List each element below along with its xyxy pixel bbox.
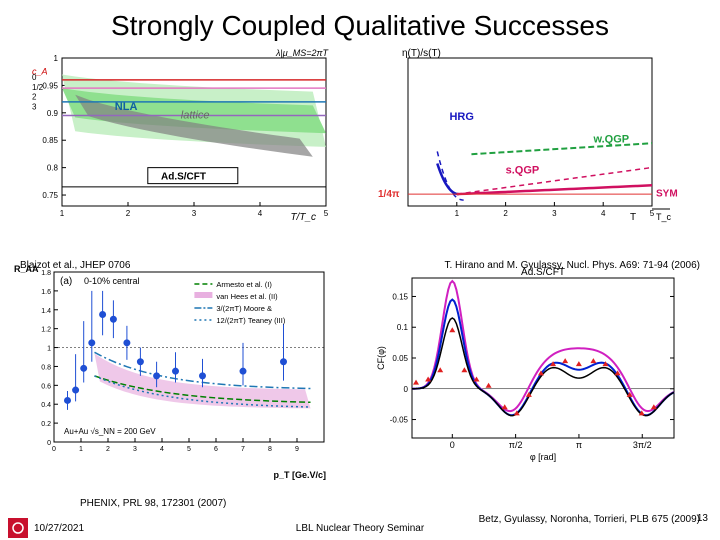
svg-text:SYM: SYM [656, 188, 678, 199]
svg-text:5: 5 [650, 209, 655, 218]
svg-text:Armesto et al. (I): Armesto et al. (I) [216, 280, 272, 289]
svg-text:HRG: HRG [449, 111, 473, 123]
svg-text:0.75: 0.75 [42, 191, 58, 200]
footer-page: 13 [697, 513, 708, 524]
svg-text:0.2: 0.2 [41, 421, 51, 428]
svg-text:η(T)/s(T): η(T)/s(T) [402, 48, 441, 59]
svg-text:9: 9 [295, 446, 299, 453]
plot-hirano: 1 2 3 4 5 T T_c η(T)/s(T) 1/4π HRG s.QGP w.QGP SYM [374, 46, 694, 226]
svg-text:T_c: T_c [656, 212, 672, 222]
svg-text:8: 8 [268, 446, 272, 453]
svg-text:5: 5 [187, 446, 191, 453]
svg-text:3/(2πT) Moore &: 3/(2πT) Moore & [216, 304, 272, 313]
svg-text:4: 4 [601, 209, 606, 218]
svg-text:1.4: 1.4 [41, 308, 51, 315]
svg-text:T/T_c: T/T_c [290, 212, 316, 223]
svg-text:1: 1 [47, 346, 51, 353]
panel-bottom-left: R_AA 00.20.40.60.811.21.41.61.8012345678… [16, 260, 356, 490]
svg-text:(a): (a) [60, 276, 72, 287]
svg-text:1.8: 1.8 [41, 270, 51, 277]
svg-text:3π/2: 3π/2 [633, 440, 652, 450]
svg-text:φ [rad]: φ [rad] [530, 452, 556, 462]
svg-text:0.1: 0.1 [397, 323, 409, 332]
plot-blaizot: 0.750.80.850.90.95112345T/T_cc_A01/223NL… [26, 46, 346, 226]
svg-text:van Hees et al. (II): van Hees et al. (II) [216, 292, 278, 301]
svg-text:0: 0 [47, 440, 51, 447]
svg-text:6: 6 [214, 446, 218, 453]
svg-text:3: 3 [192, 209, 197, 218]
caption-tr: T. Hirano and M. Gyulassy, Nucl. Phys. A… [445, 260, 701, 271]
caption-tl: Blaizot et al., JHEP 0706 [20, 260, 130, 271]
page-title: Strongly Coupled Qualitative Successes [0, 0, 720, 46]
svg-text:0.9: 0.9 [47, 109, 59, 118]
svg-text:0.05: 0.05 [392, 354, 408, 363]
bl-xlabel: p_T [Ge.V/c] [273, 470, 326, 480]
svg-text:1: 1 [60, 209, 65, 218]
svg-text:2: 2 [106, 446, 110, 453]
svg-text:5: 5 [324, 209, 329, 218]
svg-text:1: 1 [455, 209, 460, 218]
svg-text:0.8: 0.8 [41, 364, 51, 371]
svg-text:CF(φ): CF(φ) [376, 346, 386, 370]
plot-betz: -0.0500.050.10.150π/2π3π/22πφ [rad]CF(φ)… [374, 262, 694, 462]
svg-text:-0.05: -0.05 [390, 416, 409, 425]
svg-text:2: 2 [32, 93, 37, 102]
svg-text:1: 1 [54, 54, 59, 63]
svg-text:0: 0 [404, 385, 409, 394]
svg-text:1.2: 1.2 [41, 327, 51, 334]
svg-text:NLA: NLA [115, 101, 138, 113]
svg-text:w.QGP: w.QGP [592, 133, 629, 145]
svg-text:7: 7 [241, 446, 245, 453]
svg-text:1/4π: 1/4π [378, 189, 400, 200]
svg-text:0: 0 [52, 446, 56, 453]
svg-text:0.15: 0.15 [392, 292, 408, 301]
svg-text:2: 2 [126, 209, 131, 218]
svg-text:0: 0 [450, 440, 455, 450]
svg-text:4: 4 [160, 446, 164, 453]
svg-text:1: 1 [79, 446, 83, 453]
svg-text:π: π [576, 440, 582, 450]
svg-text:0-10% central: 0-10% central [84, 276, 140, 286]
svg-text:3: 3 [133, 446, 137, 453]
svg-text:1/2: 1/2 [32, 83, 44, 92]
svg-text:1.6: 1.6 [41, 289, 51, 296]
svg-text:2: 2 [503, 209, 508, 218]
svg-text:0: 0 [32, 73, 37, 82]
svg-text:12/(2πT) Teaney (III): 12/(2πT) Teaney (III) [216, 316, 285, 325]
tl-top-label: λ|μ_MS=2πT [276, 48, 328, 58]
svg-text:0.8: 0.8 [47, 164, 59, 173]
svg-text:0.6: 0.6 [41, 383, 51, 390]
svg-text:s.QGP: s.QGP [506, 164, 540, 176]
ohio-state-logo [8, 518, 28, 538]
panel-top-left: 0.750.80.850.90.95112345T/T_cc_A01/223NL… [16, 46, 356, 256]
svg-text:T: T [630, 212, 636, 223]
caption-bl: PHENIX, PRL 98, 172301 (2007) [80, 498, 226, 509]
panel-top-right: 1 2 3 4 5 T T_c η(T)/s(T) 1/4π HRG s.QGP w.QGP SYM [364, 46, 704, 256]
svg-text:3: 3 [32, 103, 37, 112]
svg-text:3: 3 [552, 209, 557, 218]
svg-text:0.4: 0.4 [41, 402, 51, 409]
plot-phenix: 0 0.2 0.4 0.6 0.8 1 1.2 1.4 1.6 1.8 0 1 2 3 4 5 6 7 8 9 (a) 0… [24, 264, 354, 459]
svg-text:Ad.S/CFT: Ad.S/CFT [161, 172, 206, 183]
panel-bottom-right: -0.0500.050.10.150π/2π3π/22πφ [rad]CF(φ)… [364, 260, 704, 490]
svg-text:4: 4 [258, 209, 263, 218]
footer-center: LBL Nuclear Theory Seminar [296, 523, 424, 534]
svg-text:Au+Au √s_NN = 200 GeV: Au+Au √s_NN = 200 GeV [64, 427, 156, 436]
svg-text:π/2: π/2 [509, 440, 523, 450]
svg-text:0.85: 0.85 [42, 136, 58, 145]
svg-text:lattice: lattice [181, 109, 210, 121]
footer: 10/27/2021 LBL Nuclear Theory Seminar 13 [0, 518, 720, 538]
footer-date: 10/27/2021 [34, 523, 84, 534]
svg-text:0.95: 0.95 [42, 81, 58, 90]
